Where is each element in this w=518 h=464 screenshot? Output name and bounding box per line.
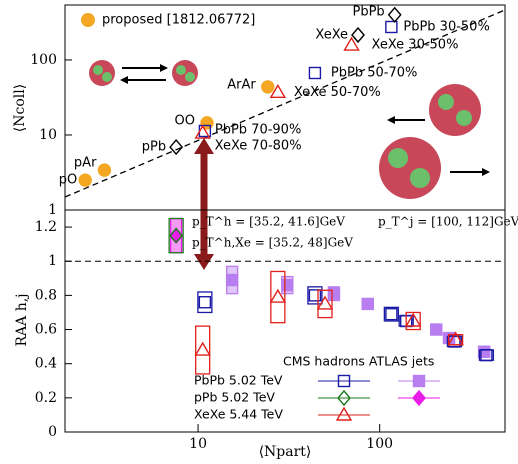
point	[196, 343, 210, 355]
sys-box	[196, 326, 210, 374]
y-tick-label: 1	[48, 253, 57, 269]
y-tick-label: 0.6	[35, 322, 57, 338]
point-label: XeXe 50-70%	[294, 85, 381, 100]
x-axis-label: ⟨Npart⟩	[259, 444, 312, 460]
point-label: pO	[59, 173, 77, 188]
legend-label: PbPb 5.02 TeV	[194, 373, 283, 388]
point	[352, 28, 364, 42]
y-tick-label: 1	[48, 202, 57, 218]
point	[262, 81, 274, 93]
y-tick-label: 1.2	[35, 219, 57, 235]
point	[170, 140, 182, 154]
y-tick-label: 10	[39, 127, 57, 143]
point	[227, 275, 238, 286]
point	[414, 376, 425, 387]
legend-label: proposed [1812.06772]	[102, 13, 255, 28]
point-label: ArAr	[227, 77, 256, 92]
legend-title: CMS hadrons ATLAS jets	[283, 354, 434, 369]
point-label: XeXe	[315, 28, 348, 43]
x-tick-label: 10	[189, 436, 207, 452]
point	[98, 164, 110, 176]
y-tick-label: 100	[30, 52, 57, 68]
legend-label: XeXe 5.44 TeV	[194, 407, 283, 422]
point	[362, 298, 373, 309]
y-tick-label: 0.4	[35, 356, 57, 372]
point-label: PbPb 50-70%	[331, 65, 417, 80]
legend-marker	[81, 13, 95, 27]
chart: 110100⟨Ncoll⟩proposed [1812.06772]pOpArp…	[0, 0, 518, 464]
point	[282, 280, 293, 291]
point-label: PbPb 30-50%	[403, 19, 489, 34]
legend-label: pPb 5.02 TeV	[194, 390, 275, 405]
y-tick-label: 0.8	[35, 287, 57, 303]
x-tick-label: 100	[366, 436, 393, 452]
point-label: PbPb 70-90%	[215, 122, 301, 137]
point-label: OO	[175, 113, 195, 128]
point	[199, 297, 210, 308]
point	[386, 21, 397, 32]
point-label: XeXe 70-80%	[215, 139, 302, 154]
annotation: p_T^h,Xe = [35.2, 48]GeV	[192, 236, 353, 250]
point	[337, 408, 351, 420]
y-axis-label: RAA h,j	[14, 293, 30, 346]
point	[389, 8, 401, 22]
point-label: pAr	[74, 156, 97, 171]
point	[386, 309, 397, 320]
y-tick-label: 0	[48, 424, 57, 440]
point	[79, 174, 91, 186]
y-axis-label: ⟨Ncoll⟩	[12, 84, 28, 132]
point	[309, 67, 320, 78]
point	[413, 391, 425, 405]
page: {"chart_data": [ {"type": "scatter", "yl…	[0, 0, 518, 464]
point-label: PbPb	[353, 4, 385, 19]
annotation: p_T^j = [100, 112]GeV	[378, 215, 518, 229]
point	[309, 290, 320, 301]
point-label: XeXe 30-50%	[372, 38, 459, 53]
point-label: pPb	[142, 140, 166, 155]
y-tick-label: 0.2	[35, 390, 57, 406]
annotation: p_T^h = [35.2, 41.6]GeV	[192, 215, 345, 229]
point	[431, 324, 442, 335]
